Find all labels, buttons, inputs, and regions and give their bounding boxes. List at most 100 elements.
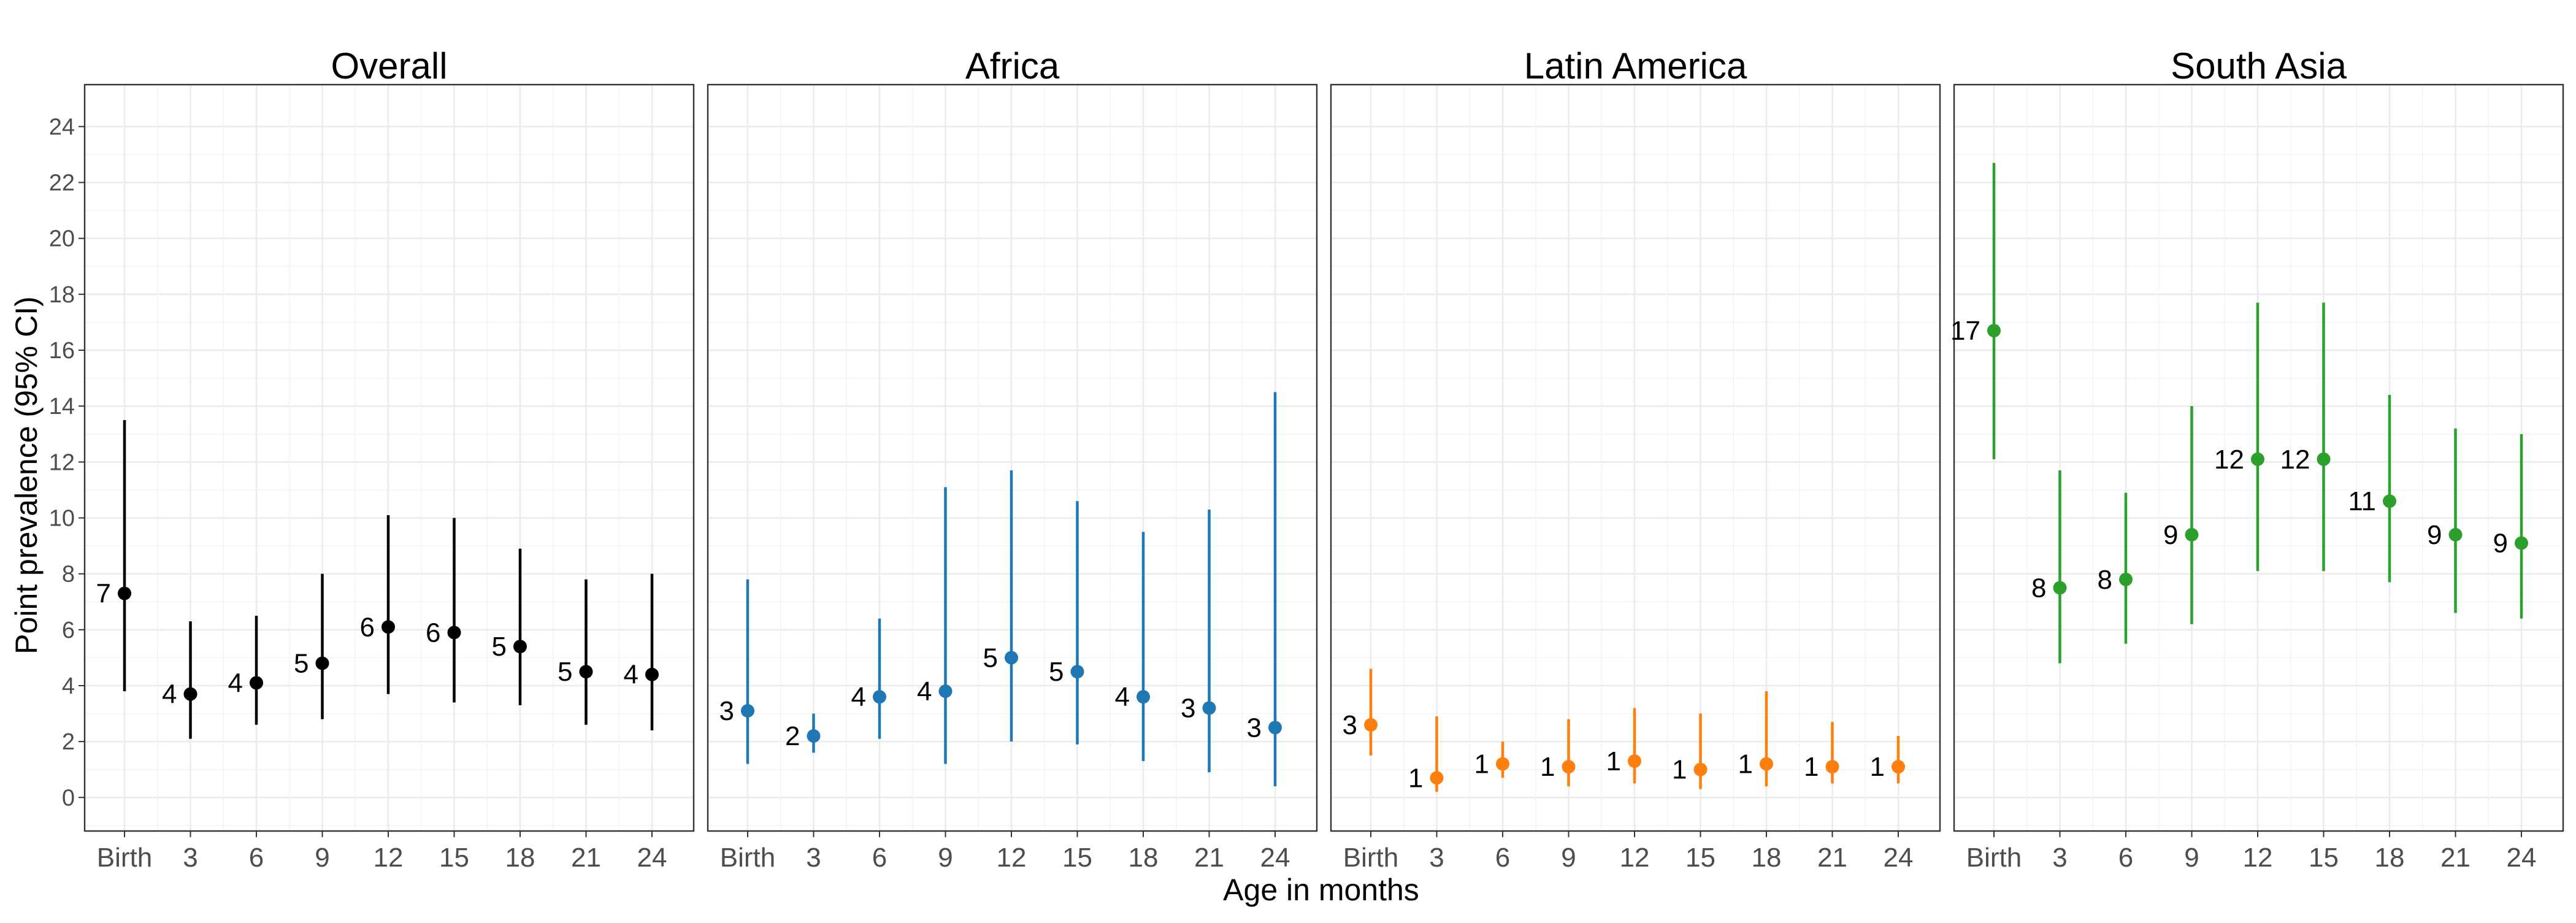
x-tick-label: 21 (1194, 843, 1224, 873)
data-point (1364, 718, 1378, 732)
data-point (2383, 494, 2396, 508)
data-point (1202, 701, 1216, 715)
data-point (1628, 754, 1641, 768)
x-tick-label: 15 (1685, 843, 1715, 873)
point-label: 4 (162, 680, 177, 710)
point-label: 4 (1115, 682, 1130, 712)
point-label: 2 (785, 721, 800, 751)
data-point (2119, 572, 2133, 586)
x-tick-label: Birth (720, 843, 775, 873)
data-point (579, 665, 593, 679)
point-label: 1 (1804, 752, 1819, 782)
x-tick-label: 18 (2375, 843, 2405, 873)
x-tick-label: 12 (1620, 843, 1650, 873)
data-point (938, 684, 953, 699)
panel-border (1953, 83, 2564, 832)
data-point (2053, 581, 2067, 595)
y-tick-label: 20 (49, 226, 75, 252)
panel-border (1330, 83, 1941, 832)
point-label: 5 (294, 649, 309, 679)
x-tick-label: 12 (997, 843, 1027, 873)
point-label: 1 (1408, 763, 1423, 793)
point-label: 7 (96, 579, 111, 609)
data-point (1268, 721, 1282, 735)
data-point (118, 586, 131, 600)
data-point (183, 687, 197, 701)
x-tick-label: 18 (1752, 843, 1782, 873)
point-label: 4 (917, 676, 932, 707)
data-point (250, 676, 263, 690)
point-label: 4 (624, 660, 638, 690)
y-tick-label: 18 (49, 282, 75, 308)
x-tick-label: 3 (183, 843, 197, 873)
point-label: 3 (719, 696, 734, 726)
y-tick-label: 22 (49, 170, 75, 196)
y-tick-label: 8 (62, 562, 75, 588)
point-label: 1 (1606, 746, 1621, 776)
x-tick-label: 24 (637, 843, 667, 873)
point-label: 8 (2098, 565, 2112, 595)
y-tick-label: 4 (62, 673, 75, 699)
x-tick-label: 12 (374, 843, 404, 873)
data-point (1562, 760, 1576, 774)
y-tick-label: 14 (49, 394, 75, 419)
y-tick-label: 16 (49, 338, 75, 364)
x-tick-label: 6 (1495, 843, 1510, 873)
data-point (315, 656, 329, 670)
point-label: 3 (1247, 713, 1262, 743)
y-tick-label: 2 (62, 729, 75, 755)
x-tick-label: 3 (1429, 843, 1444, 873)
y-tick-label: 0 (62, 785, 75, 811)
x-tick-label: 9 (315, 843, 329, 873)
data-point (447, 626, 461, 640)
panel-border (83, 83, 695, 832)
point-label: 12 (2214, 445, 2244, 475)
x-tick-label: 9 (938, 843, 953, 873)
data-point (1760, 757, 1773, 771)
panel-title: Africa (965, 45, 1060, 86)
x-tick-label: Birth (97, 843, 152, 873)
x-axis-title: Age in months (1223, 873, 1419, 907)
data-point (1987, 324, 2001, 338)
y-tick-label: 10 (49, 505, 75, 531)
data-point (1005, 651, 1018, 665)
x-tick-label: 6 (2118, 843, 2133, 873)
point-label: 1 (1870, 752, 1885, 782)
point-label: 6 (360, 612, 375, 642)
x-tick-label: 15 (2309, 843, 2339, 873)
point-label: 1 (1672, 755, 1687, 785)
point-label: 1 (1738, 749, 1753, 779)
data-point (1137, 690, 1150, 704)
data-point (1070, 665, 1084, 679)
data-point (2515, 536, 2528, 550)
x-tick-label: 6 (872, 843, 887, 873)
data-point (2448, 527, 2463, 542)
point-label: 3 (1343, 710, 1357, 740)
x-tick-label: 9 (1561, 843, 1576, 873)
x-tick-label: 9 (2184, 843, 2199, 873)
data-point (1825, 760, 1839, 774)
data-point (1496, 757, 1509, 771)
x-tick-label: 12 (2243, 843, 2273, 873)
data-point (1693, 762, 1708, 776)
point-label: 8 (2031, 573, 2046, 603)
y-tick-label: 12 (49, 450, 75, 475)
panel-title: Latin America (1524, 45, 1747, 86)
data-point (873, 690, 886, 704)
point-label: 9 (2163, 520, 2178, 550)
panel-title: Overall (331, 45, 447, 86)
x-tick-label: Birth (1343, 843, 1398, 873)
x-tick-label: 3 (806, 843, 821, 873)
x-tick-label: 15 (1062, 843, 1092, 873)
point-label: 11 (2348, 486, 2376, 516)
point-label: 5 (492, 632, 507, 662)
point-label: 9 (2427, 520, 2442, 550)
data-point (513, 640, 527, 654)
x-tick-label: 6 (249, 843, 264, 873)
point-label: 5 (983, 643, 998, 673)
point-label: 4 (228, 668, 243, 698)
data-point (1892, 760, 1905, 774)
point-label: 9 (2493, 529, 2508, 559)
x-tick-label: 3 (2052, 843, 2067, 873)
